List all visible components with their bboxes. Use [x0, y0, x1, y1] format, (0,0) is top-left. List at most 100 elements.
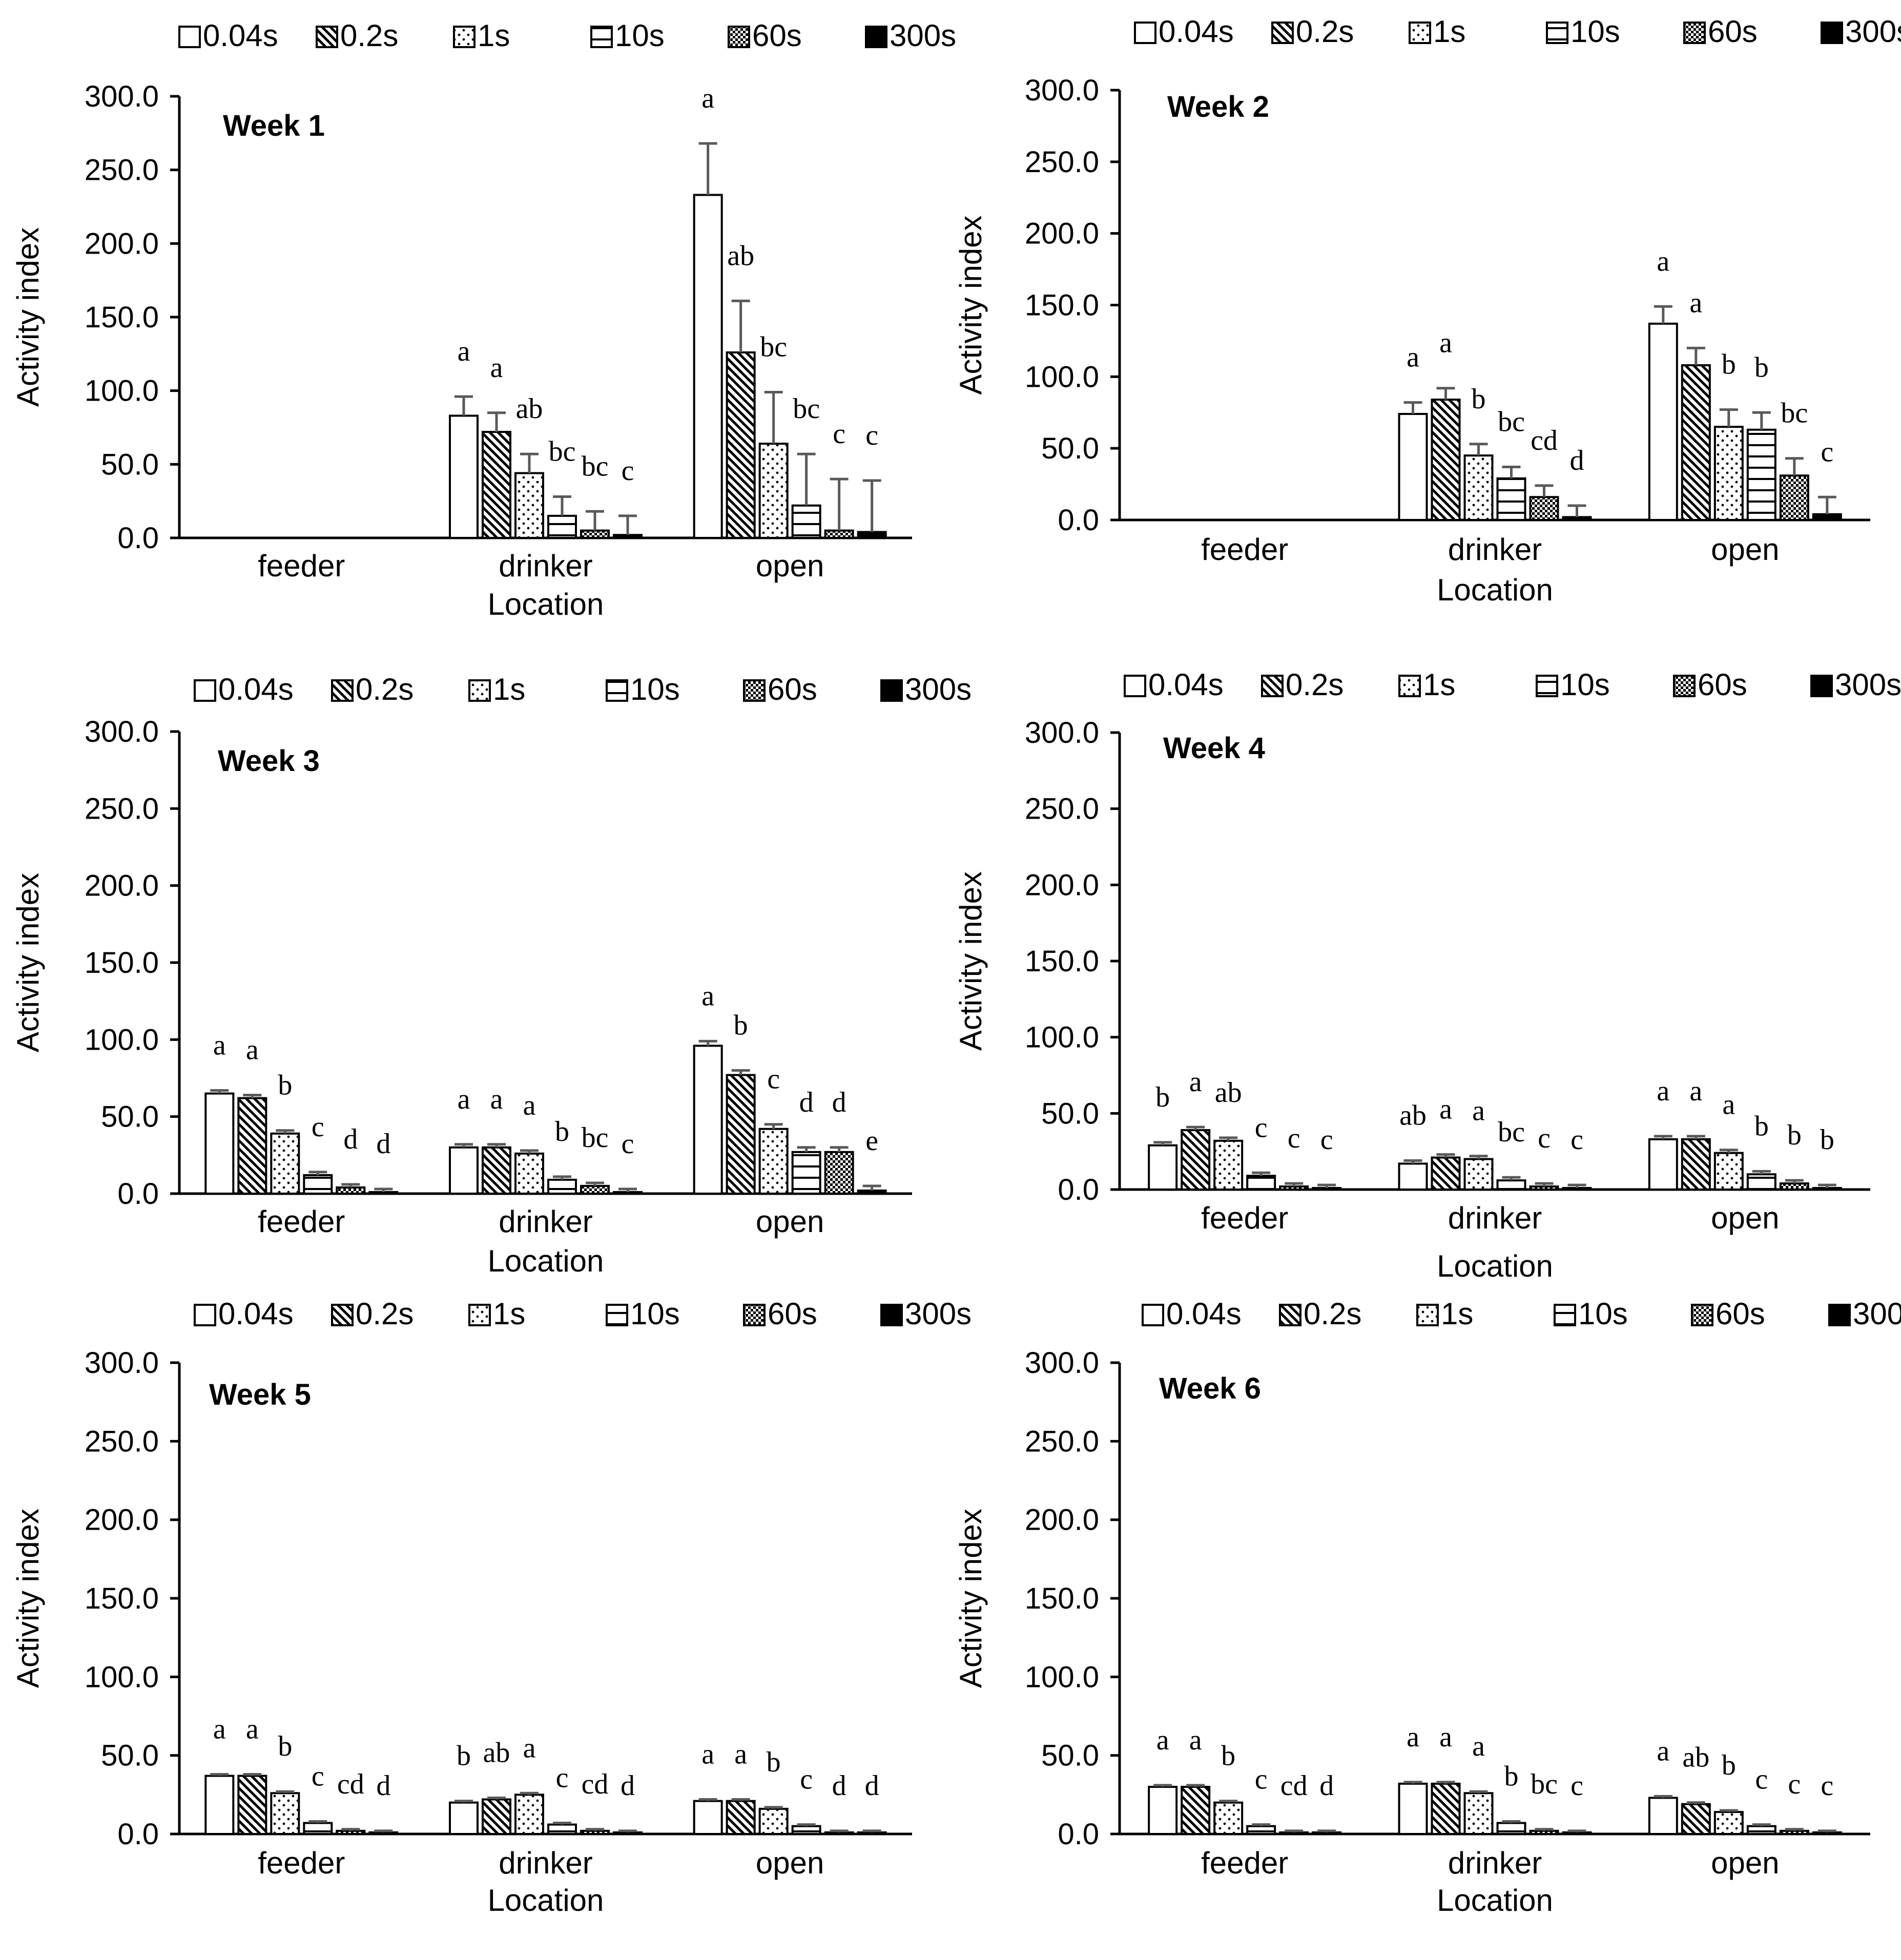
y-tick-label: 50.0: [1041, 1097, 1099, 1130]
significance-letter: cd: [582, 1768, 609, 1800]
significance-letter: b: [767, 1746, 781, 1778]
legend-label: 0.04s: [218, 1297, 294, 1331]
bar-drinker-60s: [1529, 1185, 1559, 1191]
y-tick-label: 300.0: [85, 715, 159, 748]
y-axis-title: Activity index: [954, 871, 988, 1051]
significance-letter: ab: [1399, 1100, 1427, 1132]
bar-feeder-300s: [1312, 1187, 1342, 1191]
legend-swatch-0-2s: [1261, 675, 1284, 697]
legend-swatch-0-04s: [1142, 1304, 1164, 1326]
bar-open-0-2s: [1681, 1138, 1711, 1191]
y-tick-label: 200.0: [1025, 1504, 1099, 1537]
bar-drinker-300s: [1562, 1831, 1592, 1836]
bar-drinker-0-2s: [482, 1146, 511, 1195]
y-tick-label: 0.0: [1058, 1818, 1099, 1851]
significance-letter: a: [701, 1739, 714, 1770]
bar-open-0-04s: [1648, 1797, 1678, 1835]
y-tick-label: 250.0: [85, 1425, 159, 1458]
y-tick-label: 200.0: [85, 1504, 159, 1537]
y-tick-label: 150.0: [85, 946, 159, 979]
significance-letter: c: [622, 1128, 634, 1160]
legend-label: 10s: [1578, 1297, 1628, 1331]
x-axis-title: Location: [1437, 1249, 1553, 1283]
category-label-feeder: feeder: [1201, 1201, 1288, 1235]
bar-feeder-0-04s: [204, 1092, 235, 1195]
bar-drinker-300s: [613, 1831, 643, 1836]
bar-open-0-2s: [1681, 364, 1711, 522]
significance-letter: c: [1288, 1122, 1300, 1154]
significance-letter: a: [1657, 1735, 1669, 1767]
legend-label: 10s: [630, 1297, 680, 1331]
week-title: Week 3: [218, 744, 320, 778]
bar-drinker-300s: [613, 534, 643, 539]
bar-feeder-300s: [368, 1191, 399, 1195]
legend-swatch-1s: [1409, 22, 1431, 44]
legend-label: 0.2s: [1286, 668, 1344, 702]
bar-drinker-10s: [1496, 1179, 1526, 1191]
significance-letter: d: [1319, 1770, 1334, 1802]
significance-letter: c: [312, 1760, 324, 1792]
bar-drinker-300s: [613, 1191, 643, 1195]
y-tick-label: 250.0: [1025, 145, 1099, 179]
chart-panel-week-4: 0.04s 0.2s 1s 10s 60s 300s 0.0 50.0 100.0 150.0 20…: [954, 668, 1901, 1283]
bar-drinker-10s: [1496, 477, 1526, 521]
category-label-open: open: [1711, 532, 1779, 567]
significance-letter: bc: [1498, 406, 1525, 438]
bar-open-1s: [758, 1807, 789, 1836]
legend-label: 0.2s: [340, 18, 398, 53]
significance-letter: a: [490, 1083, 503, 1115]
significance-letter: b: [278, 1730, 292, 1762]
y-axis-title: Activity index: [954, 1509, 988, 1688]
bar-drinker-60s: [580, 1184, 610, 1195]
category-label-drinker: drinker: [1448, 1201, 1542, 1235]
significance-letter: a: [523, 1090, 536, 1121]
significance-letter: d: [621, 1770, 635, 1802]
significance-letter: bc: [1531, 1768, 1558, 1800]
significance-letter: d: [1570, 445, 1584, 476]
category-label-feeder: feeder: [258, 549, 345, 583]
y-tick-label: 100.0: [85, 374, 159, 408]
significance-letter: c: [1821, 436, 1833, 468]
significance-letter: d: [376, 1770, 390, 1802]
significance-letter: ab: [727, 240, 754, 272]
significance-letter: c: [1571, 1770, 1583, 1802]
y-tick-label: 0.0: [117, 522, 159, 555]
legend-label: 0.04s: [218, 672, 294, 706]
bar-feeder-0-2s: [1181, 1129, 1211, 1191]
significance-letter: d: [832, 1087, 846, 1118]
legend-swatch-0-2s: [1279, 1304, 1301, 1326]
significance-letter: ab: [1215, 1077, 1242, 1109]
legend-swatch-300s: [865, 26, 887, 48]
bar-feeder-1s: [1213, 1801, 1244, 1836]
y-tick-label: 150.0: [1025, 289, 1099, 322]
significance-letter: d: [799, 1087, 814, 1118]
legend-swatch-10s: [606, 1304, 628, 1326]
legend-label: 300s: [1835, 668, 1901, 702]
bar-open-1s: [1713, 426, 1744, 522]
significance-letter: c: [1320, 1124, 1333, 1156]
legend-swatch-1s: [453, 26, 476, 48]
significance-letter: cd: [1280, 1770, 1308, 1802]
legend-swatch-60s: [1673, 675, 1696, 697]
category-label-drinker: drinker: [499, 1846, 592, 1880]
bar-drinker-0-04s: [1398, 1782, 1428, 1836]
week-title: Week 5: [209, 1378, 311, 1411]
y-tick-label: 300.0: [1025, 1346, 1099, 1380]
x-axis-title: Location: [488, 587, 604, 621]
y-tick-label: 150.0: [85, 301, 159, 334]
bar-feeder-60s: [1279, 1831, 1309, 1836]
significance-letter: cd: [337, 1768, 364, 1800]
bar-open-60s: [824, 1831, 854, 1836]
y-tick-label: 300.0: [1025, 74, 1099, 107]
legend-swatch-10s: [590, 26, 613, 48]
significance-letter: a: [1657, 1075, 1669, 1107]
category-label-open: open: [1711, 1201, 1779, 1235]
significance-letter: b: [1787, 1119, 1802, 1151]
bar-feeder-10s: [303, 1174, 333, 1195]
legend-label: 300s: [905, 672, 972, 706]
legend-swatch-0-04s: [1134, 22, 1156, 44]
chart-panel-week-3: 0.04s 0.2s 1s 10s 60s 300s 0.0 50.0 100.0 150.0 20…: [11, 672, 972, 1278]
significance-letter: a: [1657, 245, 1669, 277]
legend-label: 1s: [478, 18, 510, 53]
